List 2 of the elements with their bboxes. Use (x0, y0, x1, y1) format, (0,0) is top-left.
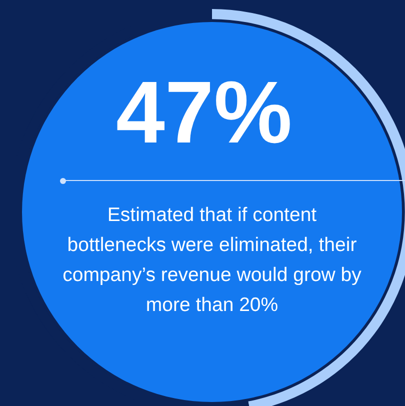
data-label: 47% (116, 62, 292, 162)
text: Estimated that if content bottlenecks were eliminated, their company’s revenue would grow by more than 20% (62, 203, 362, 318)
